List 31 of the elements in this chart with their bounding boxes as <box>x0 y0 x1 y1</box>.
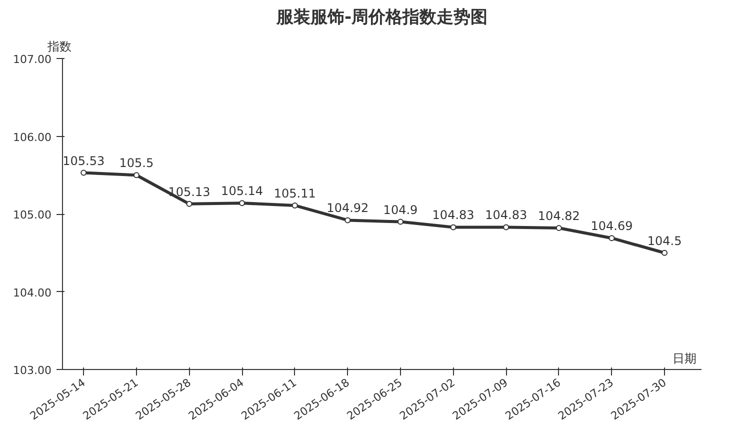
point <box>80 170 87 176</box>
y-tick-label: 105.00 <box>13 208 52 222</box>
point <box>662 250 668 256</box>
point <box>239 200 246 206</box>
y-tick-label: 103.00 <box>13 364 52 377</box>
point <box>450 224 456 230</box>
data-label: 104.9 <box>383 202 418 217</box>
data-label: 104.83 <box>485 208 528 222</box>
data-label: 105.11 <box>274 186 316 200</box>
chart-title: 服装服饰-周价格指数走势图 <box>275 8 488 28</box>
y-axis-title: 指数 <box>46 40 72 54</box>
data-label: 104.5 <box>647 234 682 248</box>
data-label: 105.14 <box>221 184 264 198</box>
data-label: 104.92 <box>326 201 369 216</box>
y-tick-label: 107.00 <box>13 53 52 66</box>
data-label: 104.82 <box>538 208 580 223</box>
point <box>292 202 298 208</box>
point <box>344 217 351 224</box>
y-tick-label: 106.00 <box>13 130 52 144</box>
point <box>186 200 192 207</box>
point <box>397 218 404 225</box>
y-tick-label: 104.00 <box>13 286 52 300</box>
data-label: 104.83 <box>432 208 474 222</box>
data-label: 105.53 <box>62 154 105 168</box>
data-label: 105.5 <box>119 156 154 170</box>
x-axis-title: 日期 <box>672 352 697 366</box>
point <box>608 235 615 242</box>
point <box>556 225 562 231</box>
point <box>133 172 140 178</box>
point <box>503 224 510 230</box>
data-label: 104.69 <box>590 219 633 234</box>
